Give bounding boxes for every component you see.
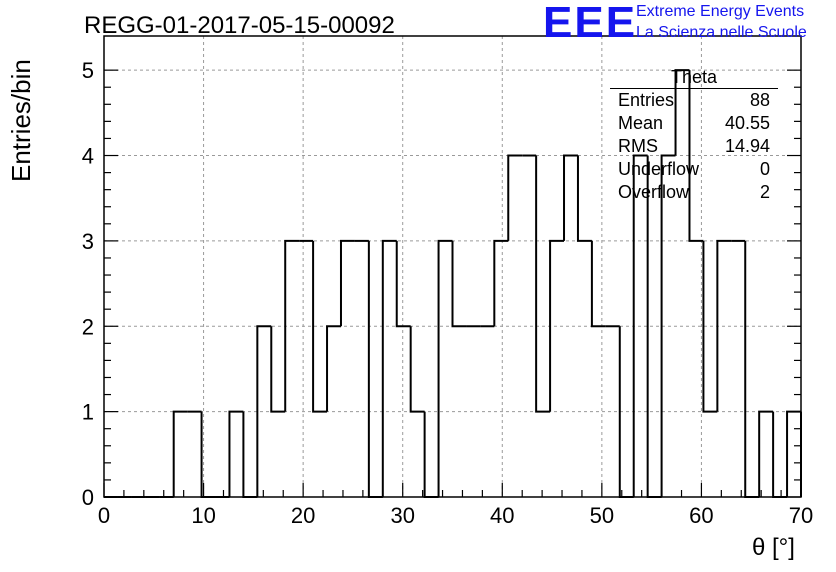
- histogram-bin: [786, 410, 801, 497]
- stats-row-entries: Entries 88: [610, 89, 778, 112]
- stats-row-underflow: Underflow 0: [610, 158, 778, 181]
- histogram-bin: [451, 240, 467, 328]
- x-tick-label: 40: [490, 503, 514, 528]
- axes: [103, 35, 802, 498]
- histogram-bin: [256, 325, 272, 497]
- histogram-bin: [772, 411, 788, 498]
- histogram-bin: [242, 411, 258, 498]
- stats-value: 2: [759, 182, 770, 202]
- histogram-bin: [758, 410, 774, 497]
- histogram-bin: [688, 70, 704, 242]
- eee-logo-line2: La Scienza nelle Scuole: [636, 24, 807, 41]
- eee-logo: EEE: [543, 0, 638, 47]
- eee-logo-line1: Extreme Energy Events: [636, 3, 805, 20]
- x-tick-label: 20: [291, 503, 315, 528]
- y-tick-label: 4: [82, 144, 94, 169]
- stats-row-mean: Mean 40.55: [610, 112, 778, 135]
- y-tick-label: 2: [82, 314, 94, 339]
- x-tick-label: 50: [590, 503, 614, 528]
- histogram-bin: [590, 240, 606, 328]
- histogram-bin: [339, 239, 355, 327]
- histogram-bin: [395, 240, 411, 328]
- x-tick-label: 10: [191, 503, 215, 528]
- histogram-bin: [409, 326, 425, 413]
- histogram-bin: [576, 155, 592, 242]
- histogram-bin: [744, 240, 760, 498]
- stats-label: Overflow: [618, 182, 690, 202]
- histogram-bin: [646, 155, 662, 498]
- stats-value: 40.55: [724, 113, 770, 133]
- y-axis-label: Entries/bin: [6, 59, 36, 182]
- plot-frame: [103, 35, 802, 498]
- x-tick-label: 30: [390, 503, 414, 528]
- histogram-bin: [549, 239, 565, 412]
- histogram-bin: [381, 239, 397, 497]
- histogram-bin: [312, 240, 328, 413]
- histogram-bin: [507, 154, 523, 241]
- histogram-bin: [172, 410, 188, 497]
- histogram-bin: [367, 240, 383, 498]
- histogram-bin: [716, 239, 732, 412]
- y-tick-label: 3: [82, 229, 94, 254]
- stats-label: RMS: [618, 136, 658, 156]
- stats-row-overflow: Overflow 2: [610, 181, 778, 204]
- histogram-bin: [284, 239, 300, 412]
- histogram-bin: [493, 239, 509, 327]
- histogram-bin: [563, 154, 578, 241]
- stats-label: Entries: [618, 90, 675, 110]
- histogram-bin: [632, 154, 648, 497]
- y-tick-label: 0: [82, 485, 94, 510]
- x-tick-label: 70: [789, 503, 813, 528]
- y-tick-label: 1: [82, 400, 94, 425]
- x-tick-label: 60: [689, 503, 713, 528]
- histogram-bin: [674, 69, 690, 156]
- stats-value: 14.94: [724, 136, 770, 156]
- x-tick-label: 0: [98, 503, 110, 528]
- stats-title: Theta: [610, 66, 778, 89]
- histogram-bin: [702, 240, 718, 413]
- stats-label: Mean: [618, 113, 664, 133]
- histogram-bin: [437, 239, 453, 497]
- stats-row-rms: RMS 14.94: [610, 135, 778, 158]
- run-title: REGG-01-2017-05-15-00092: [84, 12, 395, 39]
- histogram-bin: [270, 326, 286, 413]
- stats-value: 88: [749, 90, 770, 110]
- y-tick-label: 5: [82, 58, 94, 83]
- stats-box: Theta Entries 88 Mean 40.55 RMS 14.94 Un…: [610, 66, 778, 204]
- histogram-bin: [423, 411, 439, 498]
- histogram-bin: [535, 155, 551, 413]
- histogram-bin: [228, 410, 244, 497]
- histogram-bin: [326, 325, 341, 412]
- stats-label: Underflow: [618, 159, 700, 179]
- stats-value: 0: [759, 159, 770, 179]
- x-axis-label: θ [°]: [752, 534, 795, 561]
- histogram-bin: [660, 154, 676, 497]
